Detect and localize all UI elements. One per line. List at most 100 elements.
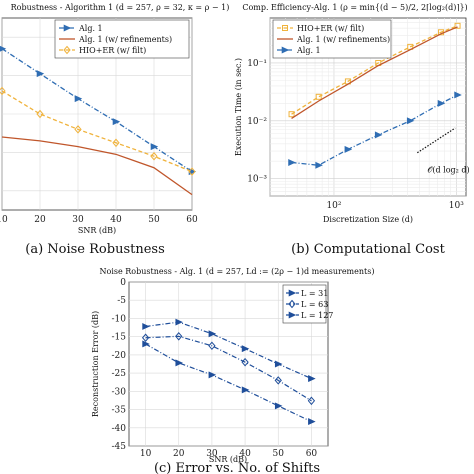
chart-c-series-line-0 [145, 321, 312, 380]
chart-c-legend-marker-0 [288, 289, 297, 297]
chart-a-xlabel: SNR (dB) [78, 226, 116, 235]
chart-c-point-2 [274, 402, 283, 410]
chart-c-point-2 [208, 371, 217, 379]
chart-c-y-tick-label: -20 [112, 351, 127, 361]
chart-c-y-tick-label: -15 [112, 333, 127, 343]
chart-c-point-1 [307, 396, 316, 406]
chart-c-y-tick-label: -45 [112, 442, 127, 452]
chart-c-point-0 [142, 322, 150, 330]
chart-c-x-tick-label: 30 [206, 449, 218, 459]
chart-b-point-2 [288, 159, 296, 166]
caption-c: (c) Error vs. No. of Shifts [154, 461, 320, 474]
chart-c-legend-label-0: L = 31 [301, 289, 328, 298]
chart-c-ylabel: Reconstruction Error (dB) [91, 311, 100, 417]
chart-c-ticks: 10 20 30 40 50 60 -45 -40 -35 -30 -25 -20 -15 -10 -5 0 [112, 278, 318, 459]
chart-b-point-2 [344, 145, 353, 153]
chart-a-series-line-1 [1, 136, 193, 196]
chart-c-y-tick-label: -30 [112, 387, 127, 397]
chart-b-legend-label-2: Alg. 1 [296, 46, 321, 55]
chart-b-point-2 [454, 91, 462, 99]
panel-a: Robustness - Algorithm 1 (d = 257, ρ = 3… [0, 3, 229, 257]
chart-c-y-tick-label: -10 [112, 314, 127, 324]
panel-c: Noise Robustness - Alg. 1 (d = 257, Ld :… [91, 267, 374, 474]
chart-c-point-0 [308, 375, 316, 383]
chart-b-legend: HIO+ER (w/ filt) Alg. 1 (w/ refinements) A… [272, 19, 392, 59]
chart-c-legend-marker-2 [288, 311, 297, 319]
chart-c-x-tick-label: 40 [239, 449, 251, 459]
chart-c-point-2 [142, 340, 150, 348]
chart-c-y-tick-label: -40 [112, 424, 127, 434]
chart-b-point-2 [406, 117, 415, 125]
chart-a-point-0 [0, 45, 7, 52]
chart-b-y-tick-label: 10⁻¹ [247, 59, 267, 69]
chart-c-point-2 [241, 386, 250, 394]
chart-c-legend: L = 31 L = 63 L = 127 [282, 284, 333, 324]
chart-b-point-0 [454, 22, 461, 29]
chart-a-x-tick-label: 30 [72, 215, 84, 225]
chart-c-grid [129, 281, 328, 447]
chart-c-point-1 [175, 332, 183, 341]
chart-c-point-0 [208, 330, 217, 338]
chart-b-x-tick-label: 10² [326, 201, 341, 211]
chart-a-legend-marker-2 [63, 45, 71, 55]
chart-c-point-0 [274, 360, 283, 368]
chart-c-x-tick-label: 60 [306, 449, 318, 459]
chart-b-x-tick-label: 10³ [449, 201, 464, 211]
chart-b-point-2 [315, 161, 323, 169]
chart-b-title: Comp. Efficiency-Alg. 1 (ρ = min{(d − 5)… [242, 3, 467, 12]
chart-c-legend-marker-1 [288, 299, 296, 309]
chart-c-point-0 [175, 318, 183, 326]
chart-a-legend-box [54, 19, 190, 59]
chart-a-point-0 [150, 143, 159, 151]
chart-b-y-tick-label: 10⁻² [247, 117, 267, 127]
chart-b-series [288, 22, 462, 169]
chart-a-x-ticks: 10 20 30 40 50 60 [0, 215, 198, 225]
chart-a-point-2 [74, 125, 82, 134]
chart-a-point-2 [150, 151, 158, 161]
chart-c-point-1 [208, 341, 216, 351]
chart-a-series [0, 45, 197, 196]
chart-c-y-tick-label: -35 [112, 406, 127, 416]
chart-b-point-2 [374, 131, 383, 139]
chart-b-y-tick-label: 10⁻³ [247, 175, 267, 185]
chart-a-x-tick-label: 10 [0, 215, 8, 225]
chart-a-point-0 [36, 70, 45, 78]
chart-c-x-tick-label: 10 [140, 449, 152, 459]
chart-c-point-2 [308, 418, 316, 426]
chart-b-legend-marker-0 [282, 25, 288, 31]
chart-c-point-1 [274, 376, 282, 385]
chart-a-x-tick-label: 20 [34, 215, 46, 225]
chart-a-point-2 [0, 86, 6, 96]
chart-c-y-tick-label: 0 [120, 278, 126, 288]
chart-c-point-1 [141, 333, 150, 343]
chart-a-legend-label-2: HIO+ER (w/ filt) [79, 46, 146, 55]
chart-c-point-0 [241, 345, 250, 353]
chart-a-series-line-2 [1, 90, 193, 173]
chart-b-xlabel: Discretization Size (d) [323, 215, 413, 224]
chart-c-point-1 [241, 357, 249, 367]
caption-a: (a) Noise Robustness [25, 242, 165, 257]
chart-b-legend-label-1: Alg. 1 (w/ refinements) [296, 35, 390, 44]
chart-a-point-0 [74, 95, 83, 103]
chart-c-x-tick-label: 50 [273, 449, 285, 459]
chart-c-series-line-1 [145, 335, 312, 402]
chart-c-xlabel: SNR (dB) [209, 455, 247, 464]
chart-c-series-line-2 [145, 343, 312, 423]
chart-b-ylabel: Execution Time (in sec.) [234, 58, 243, 156]
chart-a-legend-marker-0 [63, 24, 72, 32]
chart-c-y-tick-label: -5 [117, 296, 126, 306]
chart-a-point-0 [112, 118, 121, 126]
chart-b-point-0 [288, 111, 295, 118]
chart-a-x-tick-label: 40 [110, 215, 122, 225]
chart-a-legend-label-1: Alg. 1 (w/ refinements) [78, 35, 172, 44]
chart-a-title: Robustness - Algorithm 1 (d = 257, ρ = 3… [11, 3, 230, 12]
chart-c-series [141, 318, 316, 426]
chart-c-legend-label-2: L = 127 [301, 311, 333, 320]
caption-b: (b) Computational Cost [291, 242, 445, 257]
chart-b-legend-label-0: HIO+ER (w/ filt) [297, 24, 364, 33]
chart-a-legend-label-0: Alg. 1 [78, 24, 103, 33]
chart-b-reference-line: 𝒪(d log₂ d) [416, 127, 470, 175]
chart-b-ticks: 10² 10³ 10⁻³ 10⁻² 10⁻¹ [247, 59, 464, 211]
chart-b-point-0 [315, 93, 322, 100]
chart-a-series-line-0 [1, 48, 193, 173]
